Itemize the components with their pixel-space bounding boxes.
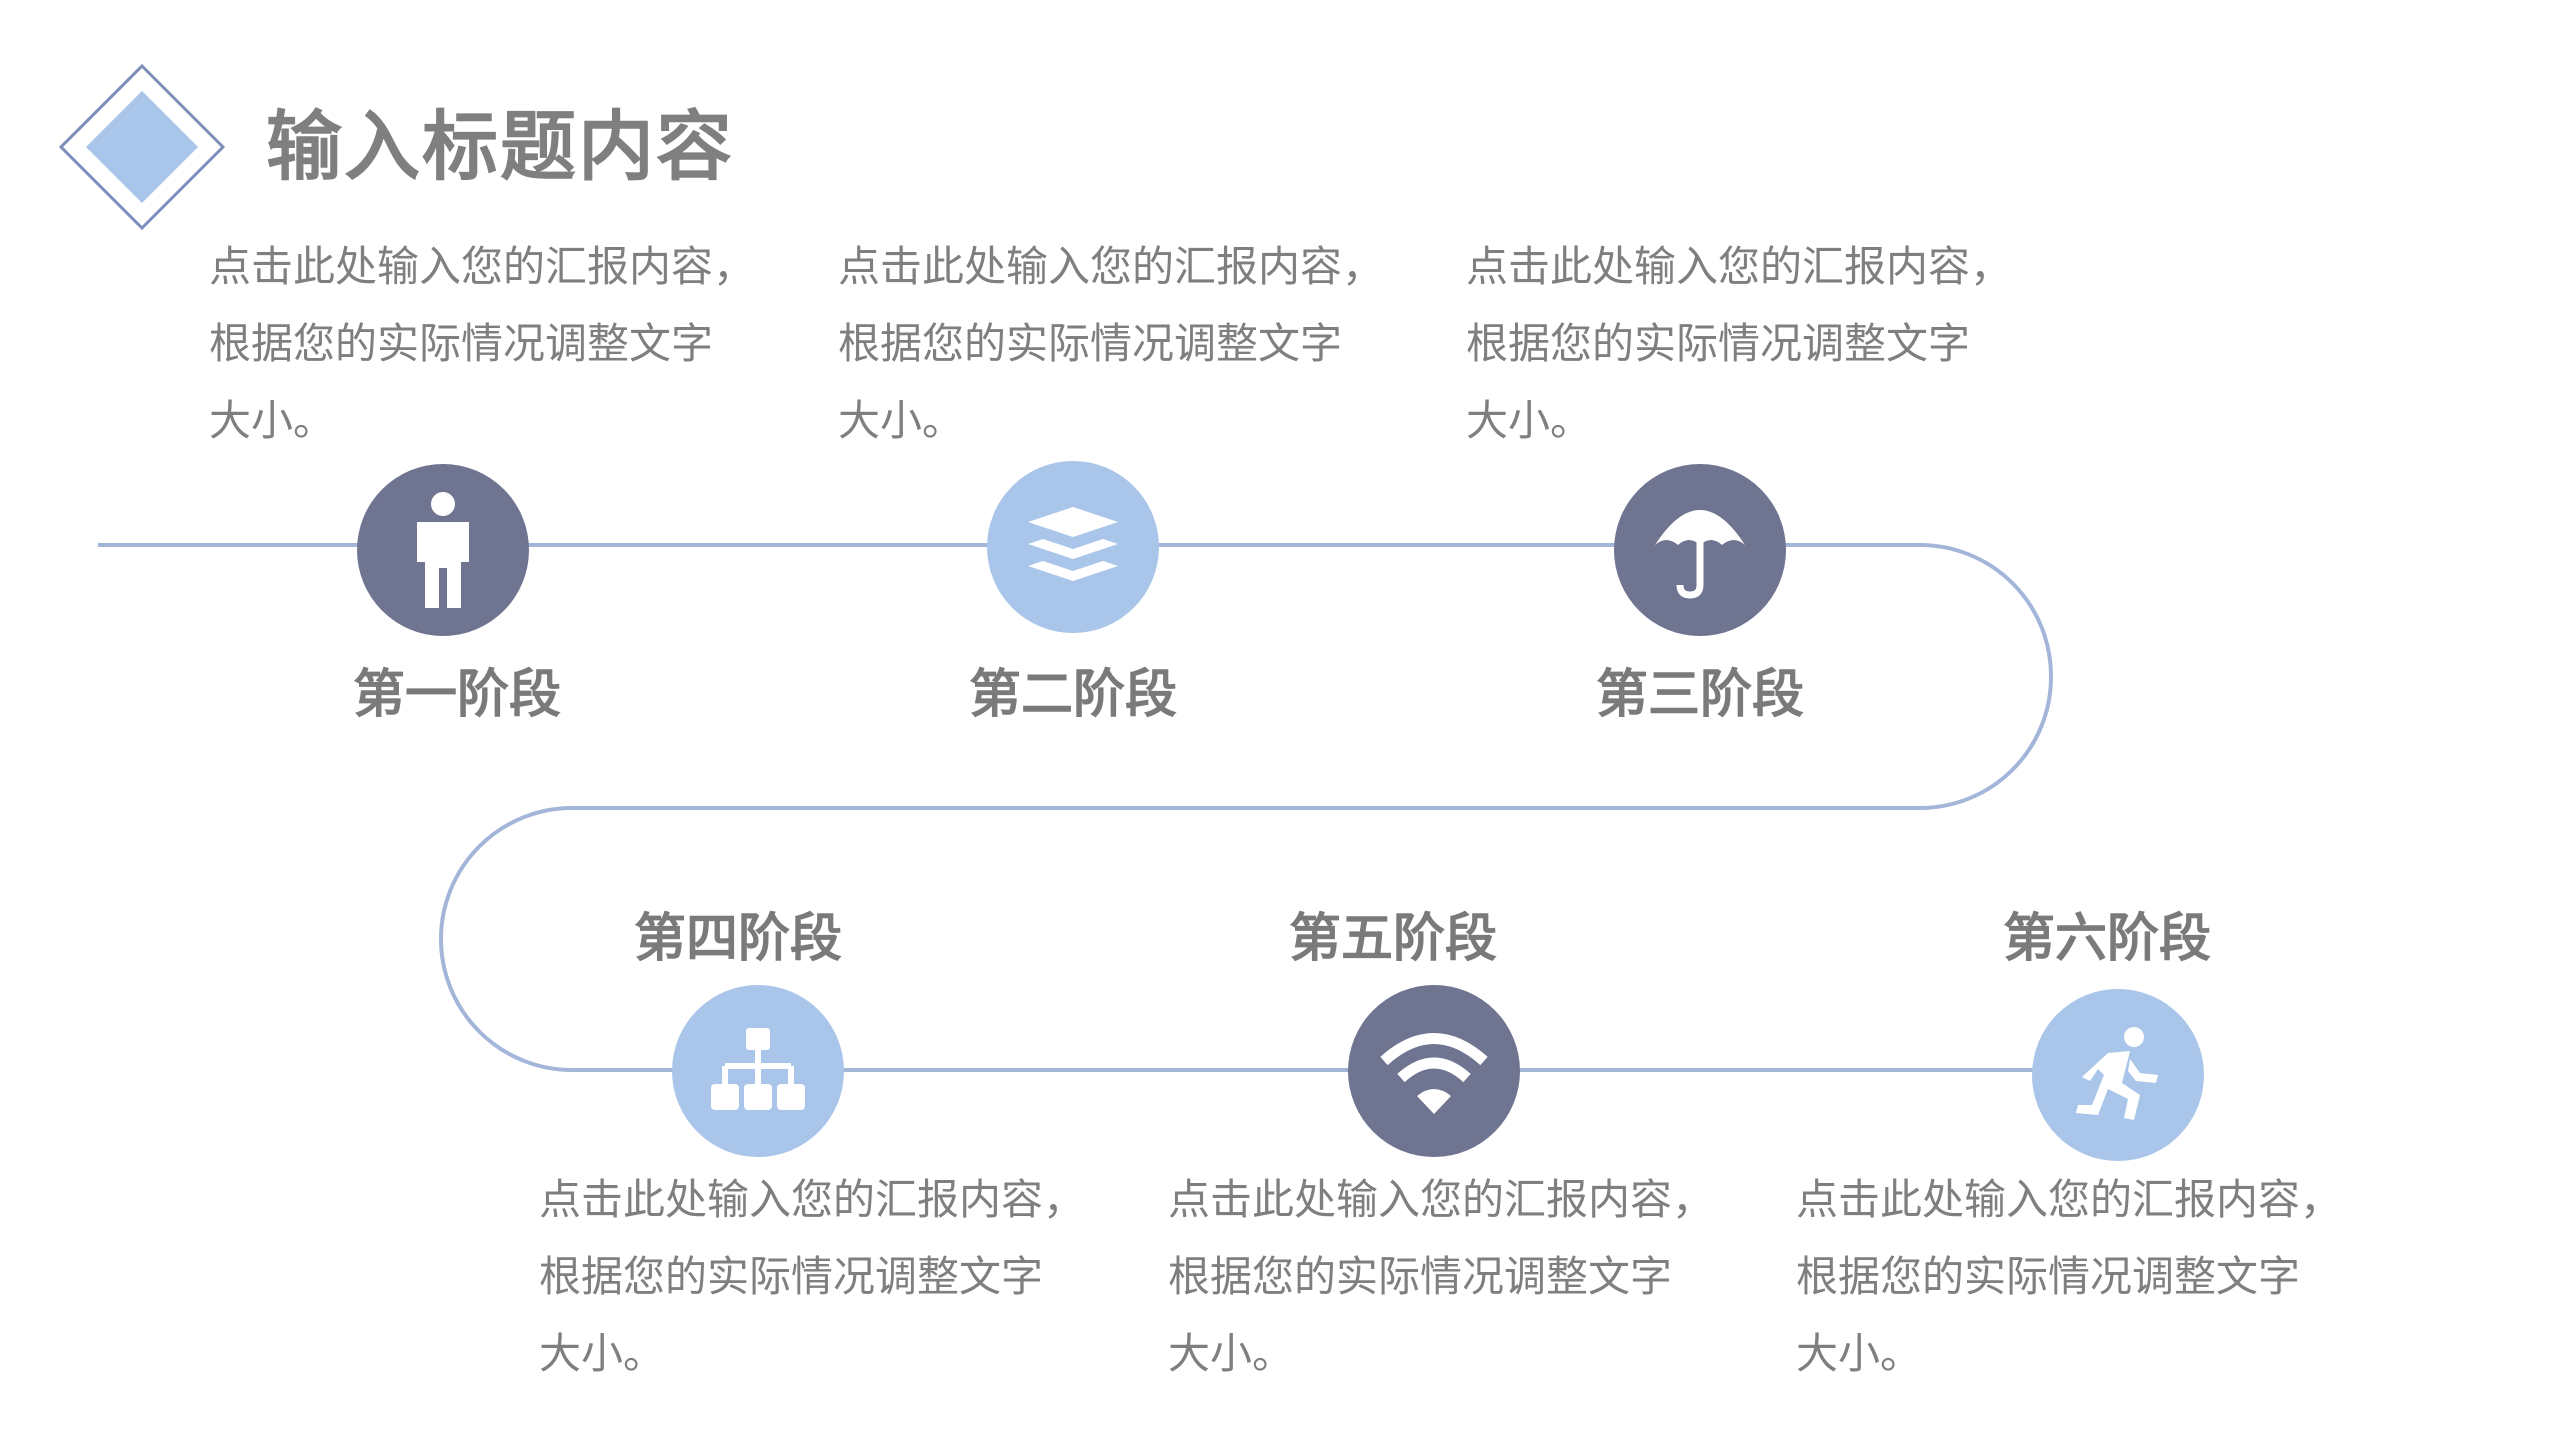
umbrella-icon bbox=[1655, 510, 1745, 599]
stage-1-circle bbox=[357, 464, 529, 636]
stage-3-circle bbox=[1614, 464, 1786, 636]
stage-2-circle bbox=[987, 461, 1159, 633]
stage-3-description: 点击此处输入您的汇报内容， 根据您的实际情况调整文字 大小。 bbox=[1466, 242, 2013, 445]
stage-2-description: 点击此处输入您的汇报内容， 根据您的实际情况调整文字 大小。 bbox=[838, 242, 1385, 445]
stage-4-circle bbox=[672, 985, 844, 1157]
title-diamond-icon bbox=[58, 63, 226, 231]
stage-5-label: 第五阶段 bbox=[1288, 909, 1497, 969]
stage-4-label: 第四阶段 bbox=[633, 909, 842, 969]
stage-3-label: 第三阶段 bbox=[1595, 665, 1804, 725]
page-title: 输入标题内容 bbox=[266, 102, 734, 191]
stage-6-label: 第六阶段 bbox=[2002, 909, 2211, 969]
stage-6-description: 点击此处输入您的汇报内容， 根据您的实际情况调整文字 大小。 bbox=[1796, 1175, 2343, 1378]
stage-1-description: 点击此处输入您的汇报内容， 根据您的实际情况调整文字 大小。 bbox=[209, 242, 756, 445]
stage-6-circle bbox=[2032, 989, 2204, 1161]
running-person-icon bbox=[2076, 1027, 2158, 1120]
stage-5-circle bbox=[1348, 985, 1520, 1157]
layers-icon bbox=[1028, 507, 1118, 581]
wifi-icon bbox=[1380, 1033, 1488, 1114]
sitemap-icon bbox=[711, 1028, 805, 1110]
stage-5-description: 点击此处输入您的汇报内容， 根据您的实际情况调整文字 大小。 bbox=[1168, 1175, 1715, 1378]
stage-4-description: 点击此处输入您的汇报内容， 根据您的实际情况调整文字 大小。 bbox=[539, 1175, 1086, 1378]
stage-2-label: 第二阶段 bbox=[968, 665, 1177, 725]
person-icon bbox=[417, 492, 469, 608]
stage-1-label: 第一阶段 bbox=[352, 665, 561, 725]
